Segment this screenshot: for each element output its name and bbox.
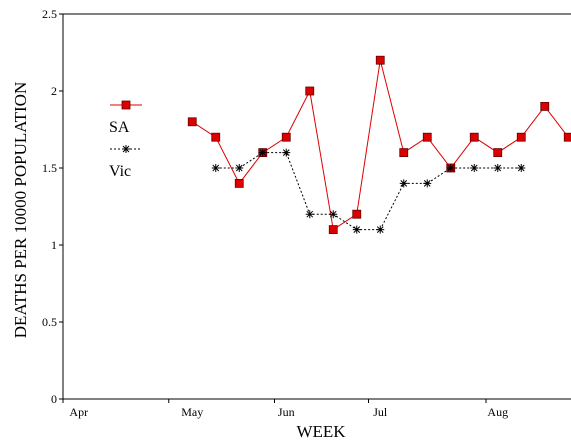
marker bbox=[211, 164, 220, 172]
line bbox=[191, 60, 569, 231]
marker bbox=[329, 210, 338, 219]
marker bbox=[305, 86, 315, 96]
y-tick-label: 1.5 bbox=[42, 161, 57, 175]
x-tick-label: Aug bbox=[487, 405, 508, 419]
marker bbox=[234, 178, 244, 188]
marker bbox=[540, 102, 550, 111]
marker bbox=[122, 145, 130, 153]
marker bbox=[422, 132, 432, 142]
marker bbox=[352, 225, 361, 234]
marker bbox=[375, 55, 385, 65]
legend-label: Vic bbox=[109, 163, 131, 180]
x-tick-label: Jun bbox=[278, 405, 295, 419]
series: Vic bbox=[109, 145, 526, 234]
marker bbox=[470, 164, 479, 172]
marker bbox=[121, 100, 131, 110]
marker bbox=[281, 132, 291, 142]
marker bbox=[211, 132, 221, 142]
x-tick-label: Jul bbox=[373, 405, 388, 419]
marker bbox=[563, 132, 571, 142]
marker bbox=[517, 164, 526, 172]
legend-label: SA bbox=[109, 119, 130, 136]
marker bbox=[493, 148, 503, 158]
marker bbox=[305, 210, 314, 219]
y-tick-label: 2 bbox=[51, 84, 57, 98]
marker bbox=[516, 132, 526, 142]
marker bbox=[446, 164, 455, 172]
x-tick-label: Apr bbox=[69, 405, 88, 419]
marker bbox=[352, 209, 362, 219]
marker bbox=[399, 179, 408, 188]
marker bbox=[399, 148, 409, 158]
marker bbox=[235, 164, 244, 172]
marker bbox=[376, 225, 385, 234]
y-tick-label: 0 bbox=[51, 392, 57, 406]
y-axis-title: DEATHS PER 10000 POPULATION bbox=[11, 82, 30, 338]
y-tick-label: 2.5 bbox=[42, 7, 57, 21]
y-tick-label: 1 bbox=[51, 238, 57, 252]
marker bbox=[187, 117, 197, 127]
x-tick-label: May bbox=[181, 405, 203, 419]
x-axis-title: WEEK bbox=[296, 422, 346, 441]
y-tick-label: 0.5 bbox=[42, 315, 57, 329]
marker bbox=[423, 179, 432, 188]
marker bbox=[469, 132, 479, 142]
marker bbox=[282, 148, 291, 157]
line bbox=[215, 152, 522, 231]
marker bbox=[258, 148, 267, 157]
marker bbox=[493, 164, 502, 172]
marker bbox=[328, 225, 338, 235]
series: SA bbox=[109, 55, 571, 235]
